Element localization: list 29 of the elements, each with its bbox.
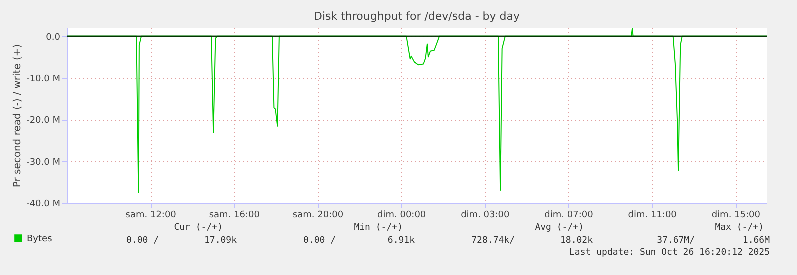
x-tick-label: dim. 11:00 [628,210,678,220]
y-axis-title: Pr second read (-) / write (+) [12,44,24,188]
text: 6.91k [388,236,416,246]
text: 0.00 / [303,236,336,246]
text: 728.74k/ [472,236,515,246]
text: Last update: Sun Oct 26 16:20:12 2025 [570,248,770,258]
text: Cur (-/+) [174,223,223,233]
y-tick-label: -10.0 M [26,74,60,84]
y-tick-label: -30.0 M [26,158,60,168]
x-tick-label: sam. 16:00 [209,210,260,220]
text: Max (-/+) [715,223,764,233]
x-tick-label: sam. 20:00 [292,210,344,220]
legend-label: Bytes [27,234,53,244]
y-tick-label: 0.0 [46,32,61,43]
text: Avg (-/+) [535,223,584,233]
text: 17.09k [204,236,238,246]
chart-title: Disk throughput for /dev/sda - by day [314,10,521,23]
x-tick-label: dim. 07:00 [544,210,594,220]
text: 37.67M/ [657,236,695,246]
text: 18.02k [560,236,594,246]
x-tick-label: sam. 12:00 [126,210,177,220]
y-tick-label: -20.0 M [26,116,60,126]
y-tick-label: -40.0 M [26,200,60,210]
text: 0.00 / [126,236,159,246]
x-tick-label: dim. 03:00 [461,210,510,220]
x-tick-label: dim. 15:00 [712,210,761,220]
text: 1.66M [742,236,771,246]
text: Min (-/+) [354,223,403,233]
x-tick-label: dim. 00:00 [378,210,426,220]
